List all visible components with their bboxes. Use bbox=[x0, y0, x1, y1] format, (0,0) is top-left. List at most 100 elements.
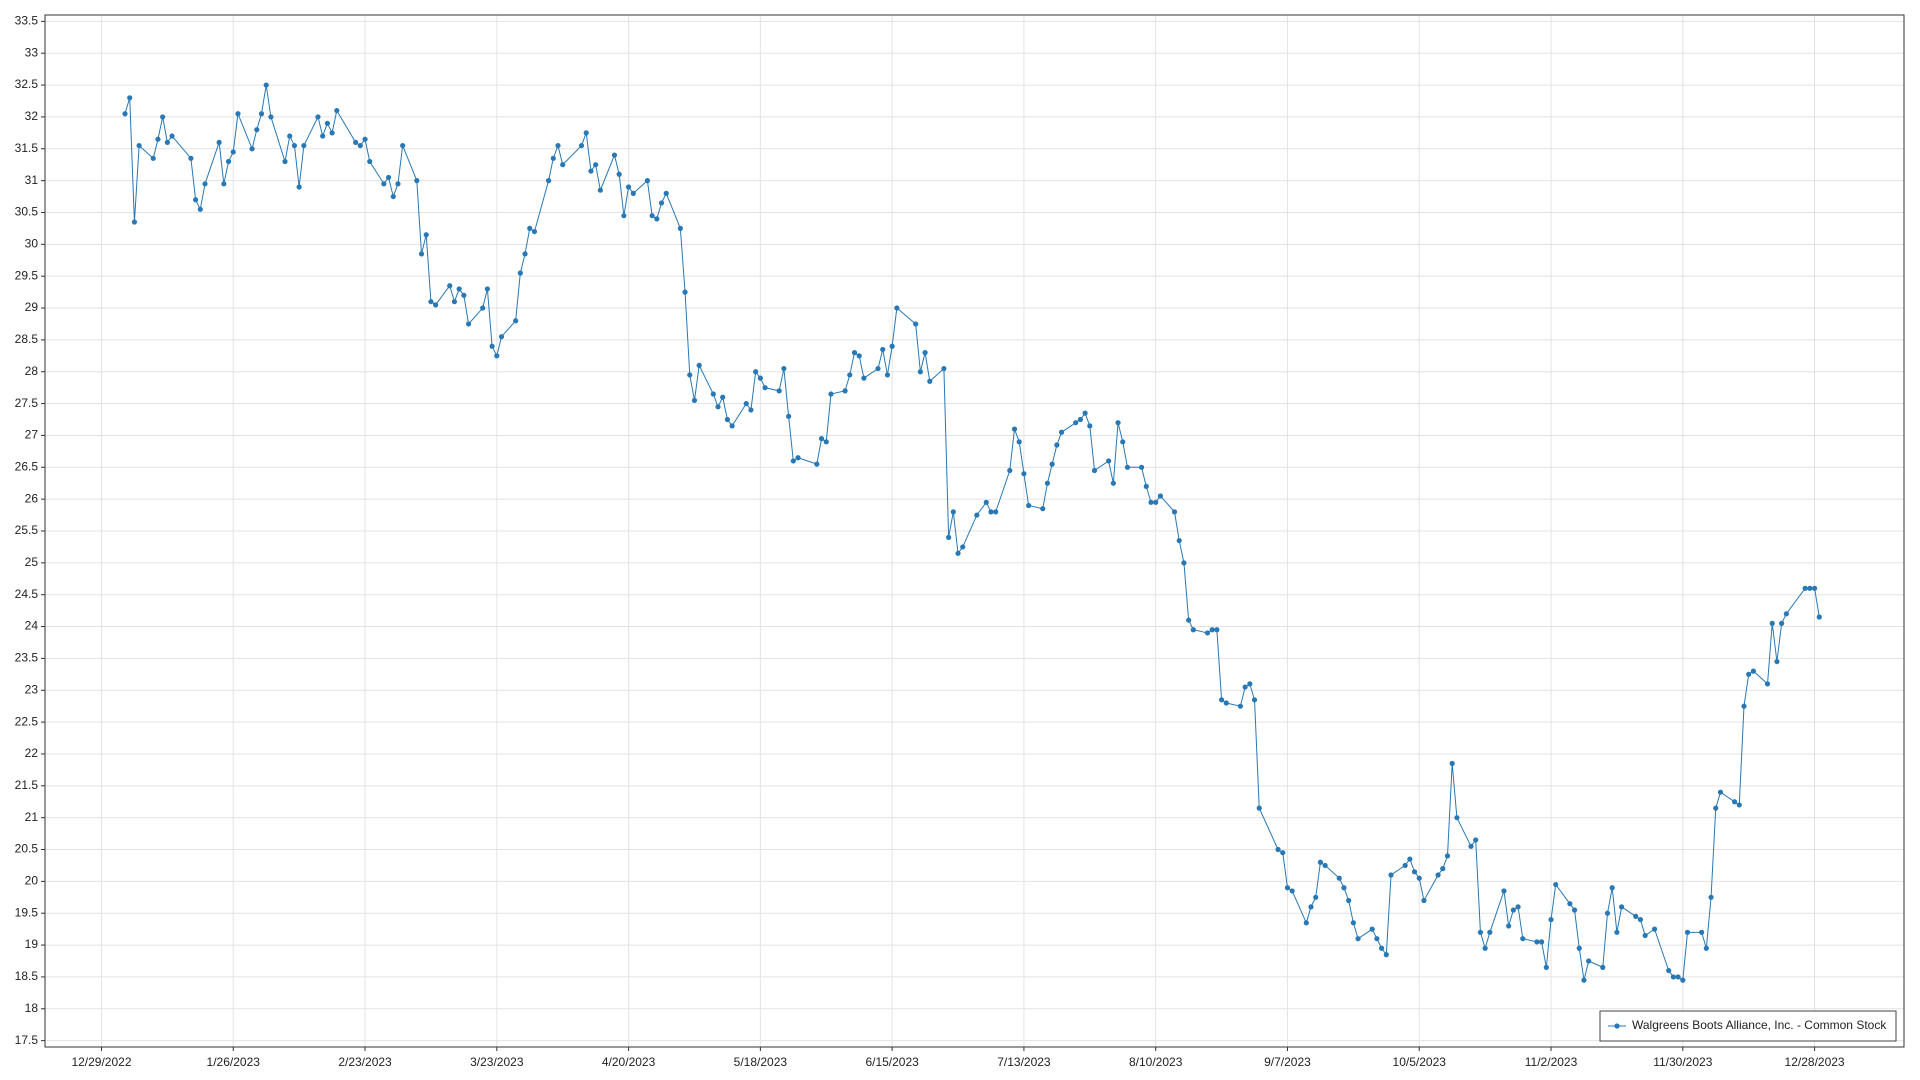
data-point bbox=[560, 162, 566, 168]
data-point bbox=[724, 416, 731, 423]
data-point bbox=[1642, 932, 1648, 939]
y-tick-label: 22 bbox=[25, 746, 39, 760]
data-point bbox=[230, 149, 236, 155]
x-tick-label: 6/15/2023 bbox=[865, 1055, 919, 1069]
data-point bbox=[1143, 483, 1149, 490]
data-point bbox=[1736, 802, 1742, 808]
data-point bbox=[983, 499, 989, 505]
y-tick-label: 31.5 bbox=[15, 141, 39, 155]
data-point bbox=[960, 544, 966, 550]
data-point bbox=[1520, 936, 1526, 942]
data-point bbox=[1317, 859, 1324, 865]
data-point bbox=[889, 343, 895, 349]
legend-box bbox=[1599, 1010, 1897, 1042]
data-point bbox=[748, 407, 754, 413]
data-point bbox=[555, 142, 561, 149]
data-point bbox=[320, 133, 326, 139]
data-point bbox=[1336, 875, 1342, 881]
x-tick-label: 12/28/2023 bbox=[1785, 1055, 1845, 1069]
data-point bbox=[1802, 585, 1808, 591]
y-tick-label: 26.5 bbox=[15, 459, 39, 473]
data-point bbox=[155, 136, 161, 142]
data-point bbox=[1553, 881, 1559, 888]
data-point bbox=[1181, 560, 1187, 566]
data-point bbox=[1058, 429, 1065, 435]
data-point bbox=[1355, 936, 1361, 942]
data-point bbox=[1247, 681, 1253, 687]
data-point bbox=[922, 350, 928, 356]
data-point bbox=[1811, 585, 1818, 591]
data-point bbox=[291, 142, 298, 149]
data-point bbox=[1186, 617, 1192, 623]
data-point bbox=[593, 162, 599, 168]
data-point bbox=[1619, 904, 1625, 910]
data-point bbox=[385, 174, 392, 181]
data-point bbox=[1713, 805, 1719, 811]
data-point bbox=[1783, 611, 1789, 617]
data-point bbox=[828, 391, 834, 397]
y-tick-label: 22.5 bbox=[15, 714, 39, 728]
data-point bbox=[1115, 420, 1121, 426]
data-point bbox=[197, 206, 203, 212]
data-point bbox=[1717, 789, 1724, 795]
data-point bbox=[169, 133, 175, 139]
data-point bbox=[1148, 499, 1154, 505]
data-point bbox=[1214, 627, 1220, 633]
data-point bbox=[884, 372, 891, 378]
data-point bbox=[1049, 461, 1055, 467]
data-point bbox=[729, 423, 735, 429]
data-point bbox=[362, 136, 368, 142]
legend-label: Walgreens Boots Alliance, Inc. - Common … bbox=[1632, 1018, 1887, 1032]
data-point bbox=[583, 130, 589, 136]
data-point bbox=[993, 509, 999, 515]
data-point bbox=[395, 181, 401, 187]
plot-frame bbox=[44, 14, 1905, 1048]
data-point bbox=[1153, 499, 1159, 505]
data-point bbox=[296, 184, 302, 190]
data-point bbox=[216, 139, 222, 146]
data-point bbox=[1308, 904, 1314, 910]
data-point bbox=[367, 158, 373, 165]
data-point bbox=[498, 334, 505, 340]
data-point bbox=[687, 372, 693, 378]
y-tick-label: 29.5 bbox=[15, 268, 39, 282]
data-point bbox=[1374, 936, 1380, 942]
y-tick-label: 28.5 bbox=[15, 332, 39, 346]
data-point bbox=[875, 365, 881, 372]
data-point bbox=[894, 305, 900, 311]
y-tick-label: 23.5 bbox=[15, 651, 39, 665]
data-point bbox=[249, 146, 255, 152]
data-point bbox=[663, 190, 669, 196]
data-point bbox=[1449, 760, 1455, 767]
data-point bbox=[946, 534, 952, 540]
data-point bbox=[1251, 697, 1258, 703]
data-point bbox=[1284, 885, 1291, 891]
y-tick-label: 29 bbox=[25, 300, 39, 314]
data-point bbox=[621, 213, 627, 219]
data-point bbox=[433, 302, 439, 308]
data-point bbox=[1040, 506, 1046, 512]
data-point bbox=[1487, 929, 1493, 935]
data-point bbox=[649, 213, 655, 219]
data-point bbox=[1204, 630, 1211, 636]
data-point bbox=[1402, 862, 1408, 869]
data-point bbox=[1303, 920, 1309, 926]
x-tick-label: 9/7/2023 bbox=[1264, 1055, 1311, 1069]
data-point bbox=[1275, 846, 1281, 853]
y-tick-label: 19 bbox=[25, 937, 39, 951]
data-point bbox=[1209, 627, 1215, 633]
legend: Walgreens Boots Alliance, Inc. - Common … bbox=[1599, 1010, 1897, 1042]
data-point bbox=[480, 305, 486, 311]
data-point bbox=[1218, 697, 1225, 703]
data-point bbox=[1110, 480, 1116, 486]
data-point bbox=[658, 200, 665, 206]
data-point bbox=[1242, 684, 1248, 690]
data-point bbox=[847, 372, 853, 378]
data-point bbox=[164, 139, 170, 146]
y-tick-label: 32.5 bbox=[15, 77, 39, 91]
data-point bbox=[545, 178, 552, 184]
data-point bbox=[517, 270, 523, 276]
data-point bbox=[550, 155, 556, 161]
data-point bbox=[1120, 439, 1126, 445]
